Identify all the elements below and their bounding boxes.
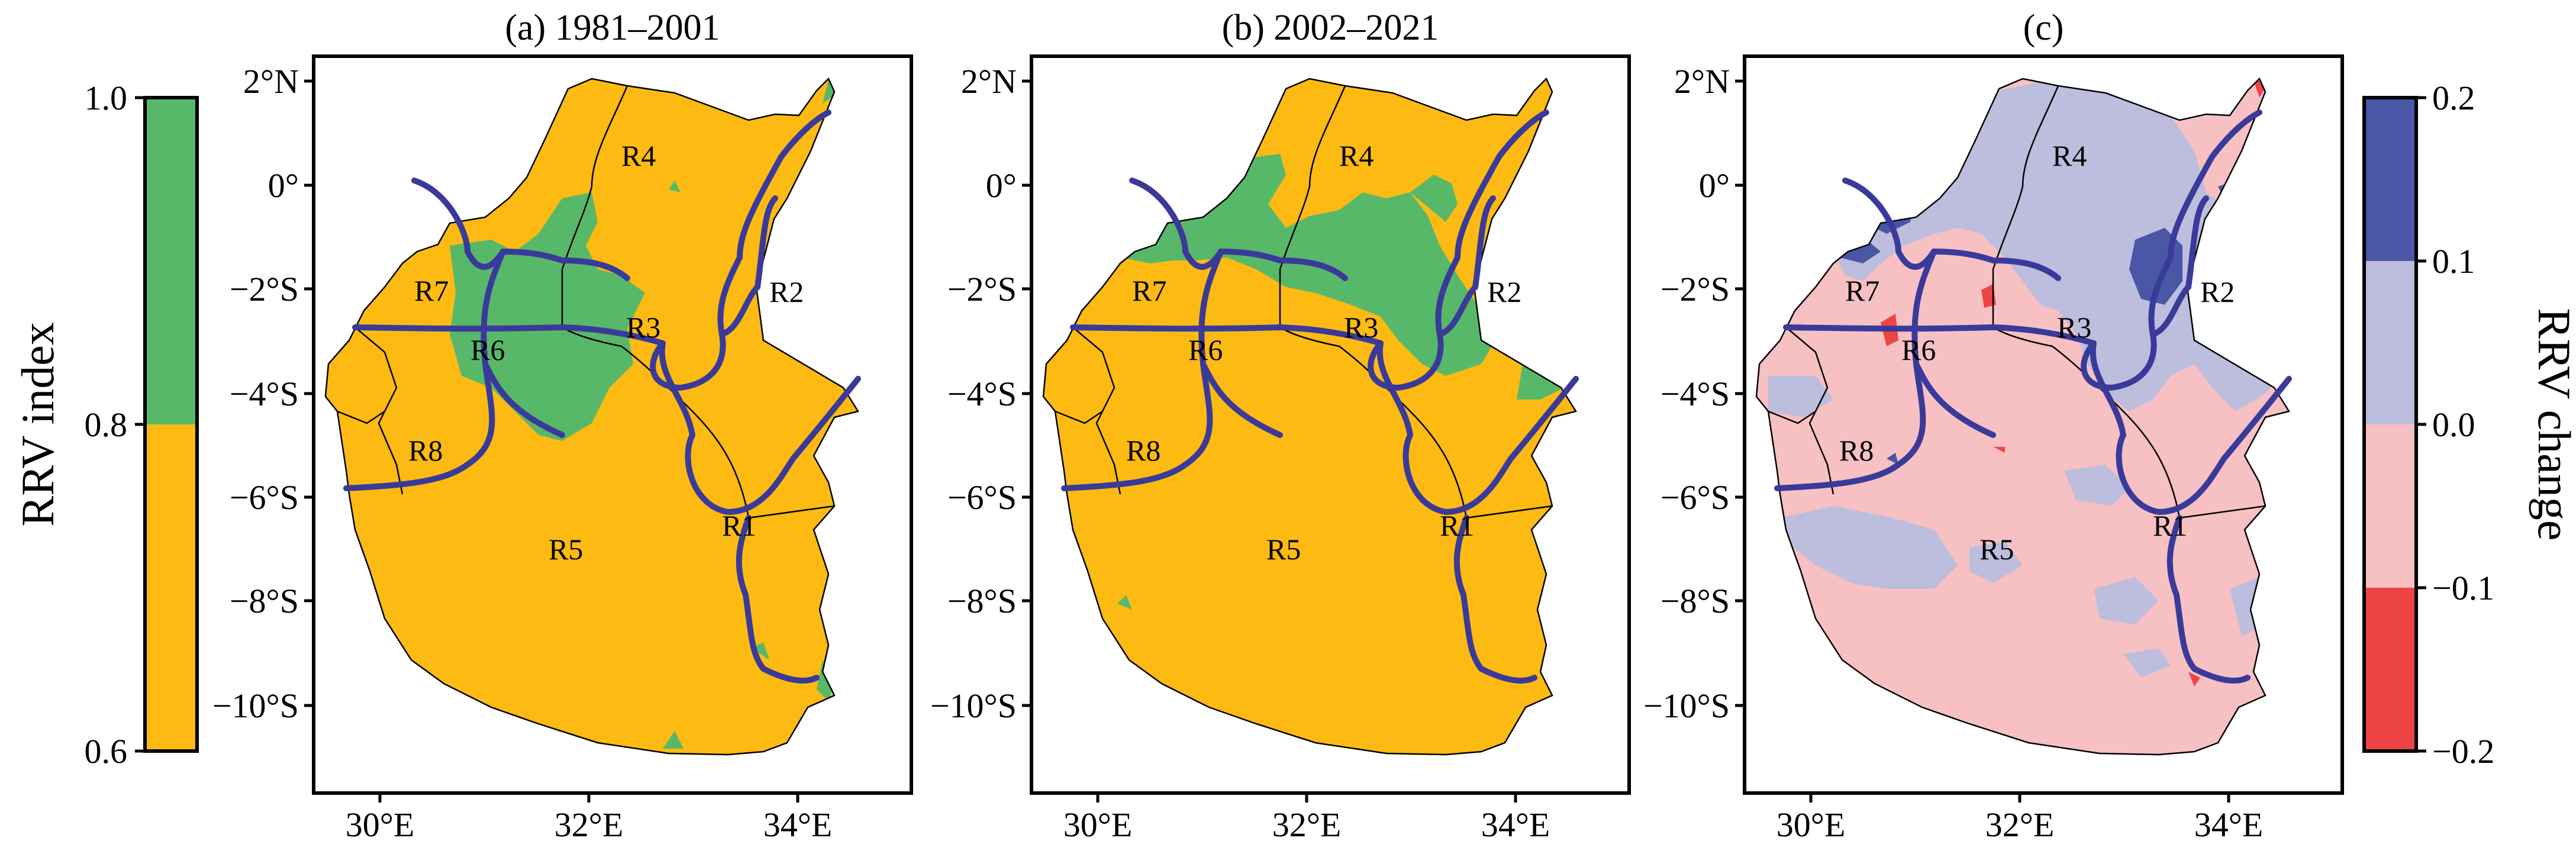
right-colorbar: 0.2 0.1 0.0 −0.1 −0.2 RRV change bbox=[2362, 79, 2576, 771]
region-label: R7 bbox=[1845, 274, 1879, 307]
left-colorbar-label: RRV index bbox=[12, 322, 63, 527]
y-tick-label: −8°S bbox=[1661, 582, 1730, 620]
x-tick-label: 34°E bbox=[1481, 806, 1550, 844]
y-tick-label: −10°S bbox=[930, 687, 1017, 725]
panel-b-title: (b) 2002–2021 bbox=[1222, 8, 1439, 48]
panel-b-x-axis: 30°E 32°E 34°E bbox=[1063, 793, 1550, 844]
left-colorbar-low bbox=[145, 424, 197, 751]
panel-c-region-labels: R1 R2 R3 R4 R5 R6 R7 R8 bbox=[1839, 139, 2235, 566]
right-colorbar-tick-4: −0.1 bbox=[2432, 569, 2494, 607]
region-label: R2 bbox=[769, 275, 804, 308]
y-tick-label: −2°S bbox=[947, 270, 1017, 308]
left-colorbar-tick-2: 0.8 bbox=[85, 405, 128, 444]
y-tick-label: 2°N bbox=[1674, 62, 1730, 101]
right-colorbar-label: RRV change bbox=[2529, 308, 2576, 540]
panel-a-x-axis: 30°E 32°E 34°E bbox=[346, 793, 833, 844]
region-label: R4 bbox=[621, 139, 656, 172]
region-label: R7 bbox=[1132, 274, 1166, 307]
y-tick-label: −2°S bbox=[230, 270, 299, 308]
right-colorbar-tick-3: 0.0 bbox=[2432, 405, 2475, 444]
x-tick-label: 34°E bbox=[2194, 806, 2264, 844]
region-label: R4 bbox=[1339, 139, 1374, 172]
right-colorbar-tick-5: −0.2 bbox=[2432, 732, 2494, 771]
region-label: R2 bbox=[2200, 275, 2235, 308]
region-label: R2 bbox=[1487, 275, 1521, 308]
left-colorbar-high bbox=[145, 98, 197, 424]
panel-a: (a) 1981–2001 R1 R2 R3 R4 R5 R6 R7 bbox=[212, 8, 913, 844]
y-tick-label: −10°S bbox=[212, 687, 299, 725]
y-tick-label: −4°S bbox=[230, 375, 299, 413]
y-tick-label: −4°S bbox=[947, 375, 1017, 413]
y-tick-label: 2°N bbox=[243, 62, 299, 101]
right-colorbar-strong-pos bbox=[2364, 98, 2416, 261]
panel-a-region-labels: R1 R2 R3 R4 R5 R6 R7 R8 bbox=[408, 139, 804, 566]
y-tick-label: −6°S bbox=[230, 478, 299, 517]
right-colorbar-tick-2: 0.1 bbox=[2432, 242, 2475, 281]
panel-b-frame bbox=[1030, 54, 1631, 795]
right-colorbar-tick-1: 0.2 bbox=[2432, 79, 2475, 117]
y-tick-label: −6°S bbox=[947, 478, 1017, 517]
region-label: R1 bbox=[2153, 509, 2187, 542]
left-colorbar-tick-1: 1.0 bbox=[85, 79, 128, 117]
region-label: R7 bbox=[414, 274, 449, 307]
region-label: R3 bbox=[1344, 311, 1378, 344]
y-tick-label: −6°S bbox=[1661, 478, 1730, 517]
region-label: R5 bbox=[1266, 533, 1301, 566]
region-label: R8 bbox=[1126, 434, 1160, 467]
y-tick-label: −8°S bbox=[947, 582, 1017, 620]
right-colorbar-neg bbox=[2364, 424, 2416, 588]
region-label: R5 bbox=[1979, 533, 2014, 566]
region-label: R4 bbox=[2052, 139, 2087, 172]
right-colorbar-strong-neg bbox=[2364, 588, 2416, 751]
y-tick-label: −8°S bbox=[230, 582, 299, 620]
y-tick-label: 0° bbox=[268, 166, 299, 205]
left-colorbar-tick-3: 0.6 bbox=[85, 732, 128, 771]
panel-b-region-labels: R1 R2 R3 R4 R5 R6 R7 R8 bbox=[1126, 139, 1521, 566]
panel-a-frame bbox=[312, 54, 913, 795]
region-label: R6 bbox=[1188, 333, 1223, 366]
panel-a-title: (a) 1981–2001 bbox=[505, 8, 720, 48]
x-tick-label: 34°E bbox=[763, 806, 833, 844]
region-label: R1 bbox=[1440, 509, 1474, 542]
panel-c-frame bbox=[1743, 54, 2344, 795]
x-tick-label: 30°E bbox=[1063, 806, 1133, 844]
panel-b-y-axis: 2°N 0° −2°S −4°S −6°S −8°S −10°S bbox=[930, 62, 1031, 725]
x-tick-label: 32°E bbox=[1272, 806, 1342, 844]
region-label: R3 bbox=[626, 311, 660, 344]
x-tick-label: 30°E bbox=[346, 806, 415, 844]
panel-c-y-axis: 2°N 0° −2°S −4°S −6°S −8°S −10°S bbox=[1643, 62, 1745, 725]
y-tick-label: −4°S bbox=[1661, 375, 1730, 413]
panel-c-title: (c) bbox=[2023, 8, 2064, 48]
panel-b: (b) 2002–2021 R1 R2 R3 R4 R5 R6 R7 R8 bbox=[930, 8, 1631, 844]
region-label: R3 bbox=[2057, 311, 2091, 344]
region-label: R1 bbox=[722, 509, 756, 542]
x-tick-label: 30°E bbox=[1777, 806, 1846, 844]
y-tick-label: −2°S bbox=[1661, 270, 1730, 308]
left-colorbar: 1.0 0.8 0.6 RRV index bbox=[12, 79, 199, 771]
right-colorbar-pos bbox=[2364, 261, 2416, 424]
region-label: R6 bbox=[470, 333, 505, 366]
region-label: R8 bbox=[1839, 434, 1874, 467]
x-tick-label: 32°E bbox=[1985, 806, 2055, 844]
region-label: R8 bbox=[408, 434, 443, 467]
y-tick-label: −10°S bbox=[1643, 687, 1730, 725]
x-tick-label: 32°E bbox=[554, 806, 624, 844]
panel-a-y-axis: 2°N 0° −2°S −4°S −6°S −8°S −10°S bbox=[212, 62, 314, 725]
y-tick-label: 0° bbox=[986, 166, 1017, 205]
y-tick-label: 0° bbox=[1699, 166, 1730, 205]
region-label: R6 bbox=[1901, 333, 1936, 366]
panel-c-x-axis: 30°E 32°E 34°E bbox=[1777, 793, 2264, 844]
region-label: R5 bbox=[549, 533, 583, 566]
y-tick-label: 2°N bbox=[961, 62, 1017, 101]
panel-c: (c) bbox=[1643, 8, 2344, 844]
